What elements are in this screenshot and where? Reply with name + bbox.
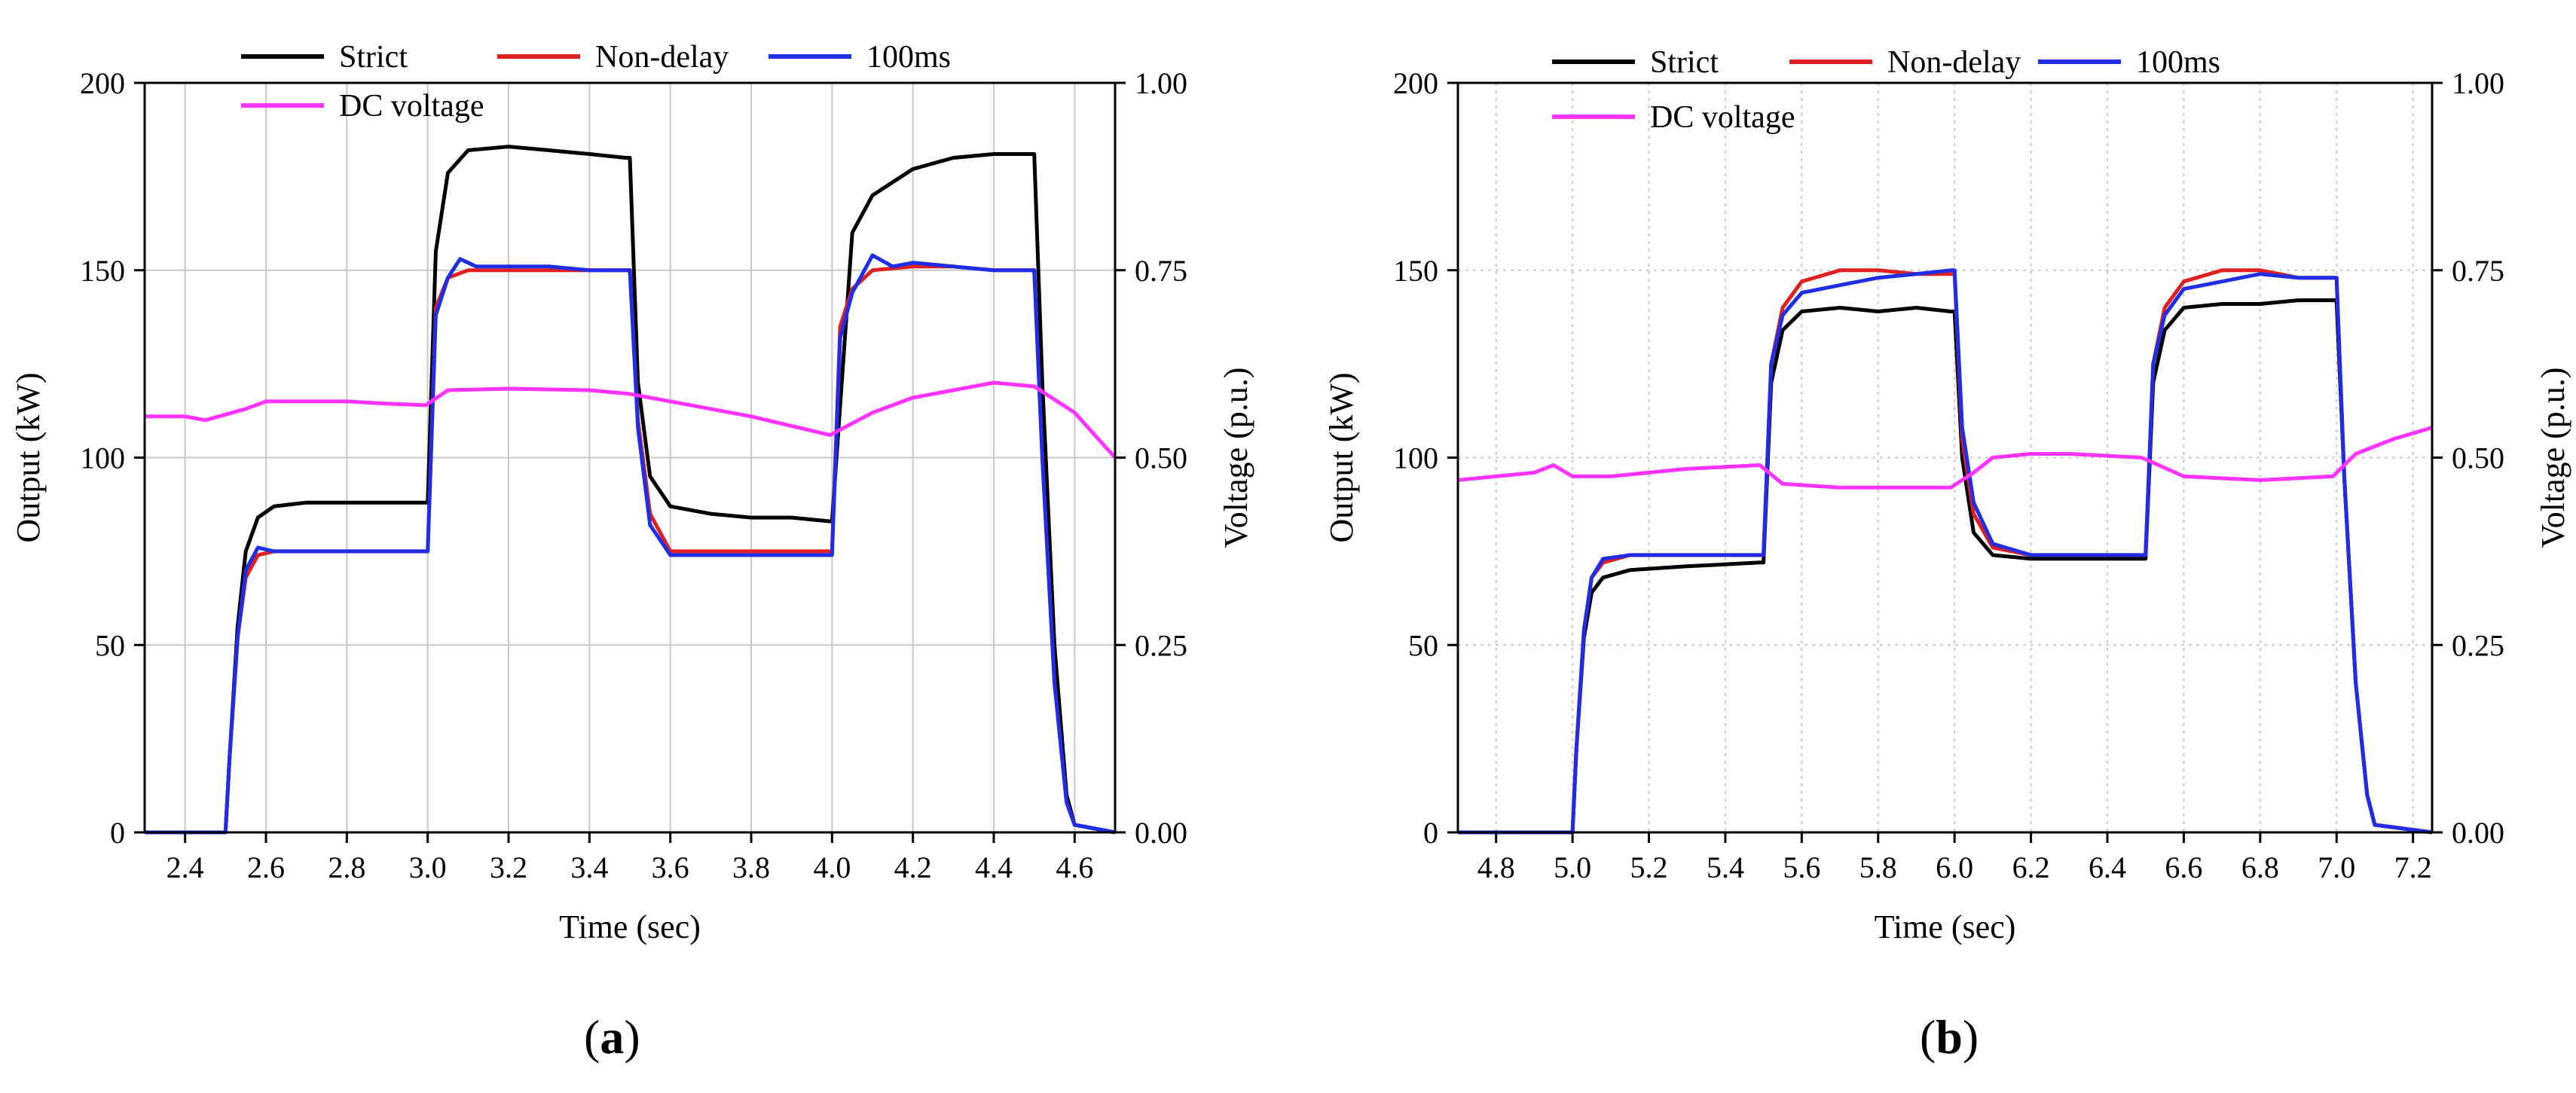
series-line-100ms [1458,268,2433,835]
panel-caption-b: (b) [1920,1010,1979,1064]
y-tick-label: 0 [1423,816,1438,850]
legend-label-non-delay: Non-delay [1887,45,2021,80]
y-right-tick-label: 0.25 [1135,628,1187,662]
x-tick-label: 6.6 [2165,850,2202,884]
chart-panel-a: 2.4 2.6 2.8 3.0 3.2 3.4 3.6 3.8 4.0 4.2 4.4 4.6 0 50 1… [10,40,1254,945]
x-axis-title: Time (sec) [1875,908,2016,945]
y-right-tick-label: 0.00 [2452,816,2504,850]
y-right-tick-label: 0.00 [1135,816,1187,850]
panel-label-a: a [600,1010,625,1064]
series-line-100ms [145,253,1116,835]
y-right-tick-label: 1.00 [1135,66,1187,100]
x-tick-label: 5.2 [1630,850,1668,884]
y-tick-label: 200 [1393,66,1438,100]
x-tick-label: 6.2 [2012,850,2050,884]
x-tick-label: 6.0 [1936,850,1973,884]
x-tick-label: 3.4 [570,850,608,884]
chart-panel-b: 4.8 5.0 5.2 5.4 5.6 5.8 6.0 6.2 6.4 6.6 6.8 7.0 7.2 0… [1323,45,2571,945]
x-tick-label: 2.6 [247,850,285,884]
legend-label-strict: Strict [339,40,408,75]
panel-label-b: b [1936,1010,1963,1064]
x-tick-label: 4.2 [894,850,932,884]
x-tick-label: 3.0 [409,850,447,884]
x-tick-label: 4.4 [975,850,1013,884]
panel-caption-a: (a) [584,1010,640,1064]
x-tick-label: 5.8 [1859,850,1897,884]
y-right-axis-title: Voltage (p.u.) [1218,368,1254,548]
x-tick-label: 3.8 [732,850,770,884]
legend-label-dc-voltage: DC voltage [1650,100,1795,135]
y-axis-title: Output (kW) [1323,372,1360,542]
y-right-tick-label: 0.75 [2452,254,2504,288]
series-line-non-delay [1458,268,2433,835]
y-tick-label: 50 [1408,628,1438,662]
x-tick-label: 7.0 [2318,850,2355,884]
y-right-tick-label: 0.50 [1135,441,1187,475]
legend-label-100ms: 100ms [866,40,951,75]
x-axis-title: Time (sec) [559,908,701,945]
x-tick-label: 6.8 [2241,850,2279,884]
legend-label-dc-voltage: DC voltage [339,89,484,124]
x-tick-label: 4.0 [813,850,851,884]
y-tick-label: 150 [80,254,125,288]
legend: Strict Non-delay 100ms DC voltage [241,40,951,124]
y-right-axis-title: Voltage (p.u.) [2535,368,2571,548]
y-right-tick-label: 0.25 [2452,628,2504,662]
y-axis-title: Output (kW) [10,372,47,542]
series-line-dc-voltage [1457,426,2433,490]
legend-label-strict: Strict [1650,45,1719,80]
series-line-strict [145,145,1116,835]
x-tick-label: 5.0 [1554,850,1591,884]
y-tick-label: 100 [1393,441,1438,475]
y-right-tick-label: 0.50 [2452,441,2504,475]
x-tick-label: 2.4 [167,850,204,884]
series-line-strict [1458,298,2433,835]
x-tick-label: 6.4 [2089,850,2126,884]
x-tick-label: 5.6 [1783,850,1820,884]
series-line-dc-voltage [145,380,1117,459]
y-tick-label: 200 [80,66,125,100]
x-tick-label: 4.6 [1056,850,1093,884]
legend-label-non-delay: Non-delay [595,40,729,75]
y-right-tick-label: 1.00 [2452,66,2504,100]
y-tick-label: 100 [80,441,125,475]
x-tick-label: 7.2 [2394,850,2432,884]
x-tick-label: 3.2 [490,850,527,884]
y-right-tick-label: 0.75 [1135,254,1187,288]
x-tick-label: 5.4 [1707,850,1744,884]
legend: Strict Non-delay 100ms DC voltage [1552,45,2220,135]
x-tick-label: 4.8 [1477,850,1515,884]
x-tick-label: 3.6 [652,850,689,884]
x-tick-label: 2.8 [328,850,365,884]
legend-label-100ms: 100ms [2136,45,2220,80]
y-tick-label: 150 [1393,254,1438,288]
y-tick-label: 0 [110,816,125,850]
y-tick-label: 50 [95,628,125,662]
